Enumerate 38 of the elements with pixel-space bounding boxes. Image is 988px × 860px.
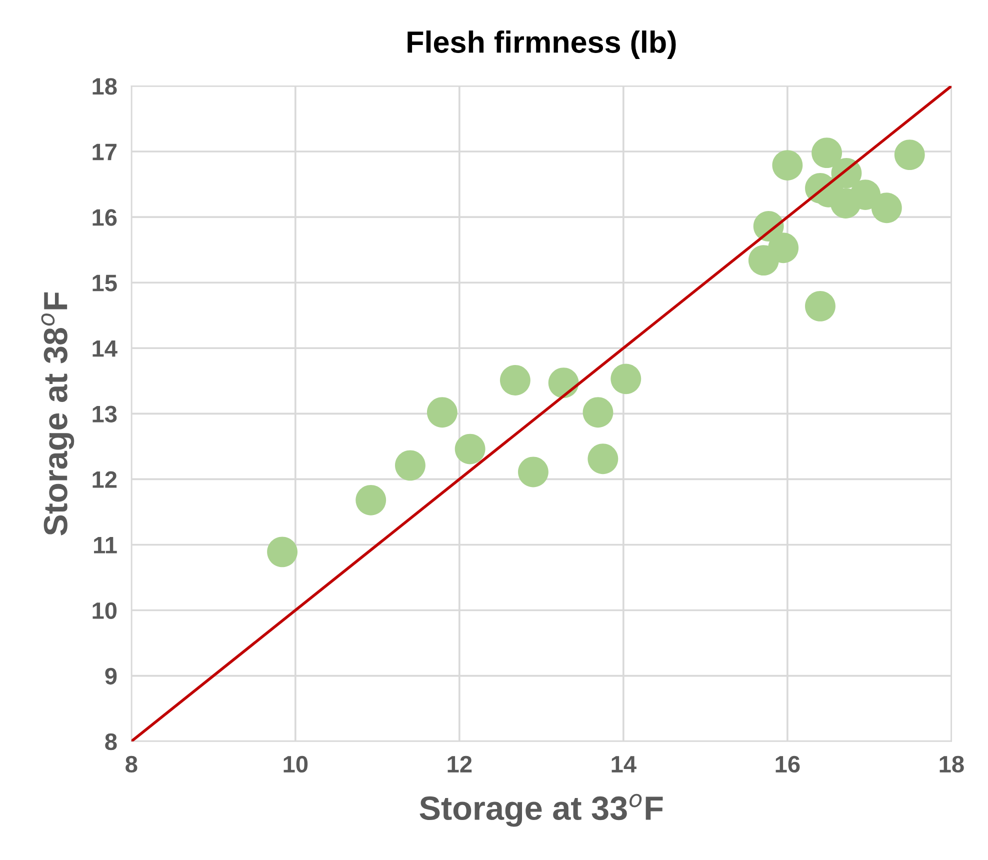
point bbox=[588, 444, 618, 474]
y-tick-label: 10 bbox=[92, 602, 117, 620]
x-tick-label: 16 bbox=[776, 756, 800, 773]
point bbox=[518, 456, 548, 488]
point bbox=[582, 397, 614, 428]
y-tick-label: 15 bbox=[92, 274, 117, 292]
y-tick-label: 13 bbox=[92, 406, 117, 422]
point bbox=[871, 192, 902, 224]
y-tick-label: 12 bbox=[92, 471, 117, 488]
point bbox=[772, 150, 803, 181]
point bbox=[454, 434, 486, 464]
x-tick-label: 12 bbox=[448, 756, 472, 772]
x-tick-label: 8 bbox=[126, 756, 138, 773]
y-tick-label: 18 bbox=[92, 78, 117, 95]
point bbox=[500, 365, 530, 396]
x-tick-label: 14 bbox=[612, 756, 636, 772]
point bbox=[548, 368, 579, 398]
point bbox=[395, 450, 426, 481]
y-tick-label: 9 bbox=[105, 668, 117, 685]
point bbox=[830, 188, 861, 219]
y-tick-label: 14 bbox=[92, 340, 118, 357]
y-tick-label: 17 bbox=[92, 144, 116, 160]
y-tick-label: 8 bbox=[105, 733, 117, 750]
y-tick-label: 16 bbox=[92, 209, 117, 226]
point bbox=[805, 290, 836, 322]
point bbox=[894, 140, 925, 170]
point bbox=[356, 484, 386, 516]
x-tick-label: 18 bbox=[940, 756, 964, 773]
x-axis-title: Storage at 33$^{o}$F bbox=[420, 794, 663, 827]
y-tick-label: 11 bbox=[94, 537, 117, 554]
chart-title: Flesh firmness (lb) bbox=[408, 30, 676, 60]
x-tick-label: 10 bbox=[284, 756, 308, 773]
point bbox=[267, 536, 298, 568]
point bbox=[426, 397, 458, 428]
point bbox=[812, 138, 842, 168]
point bbox=[610, 364, 642, 394]
y-axis-title: Storage at 38$^{o}$F bbox=[41, 292, 74, 536]
point bbox=[748, 245, 779, 276]
